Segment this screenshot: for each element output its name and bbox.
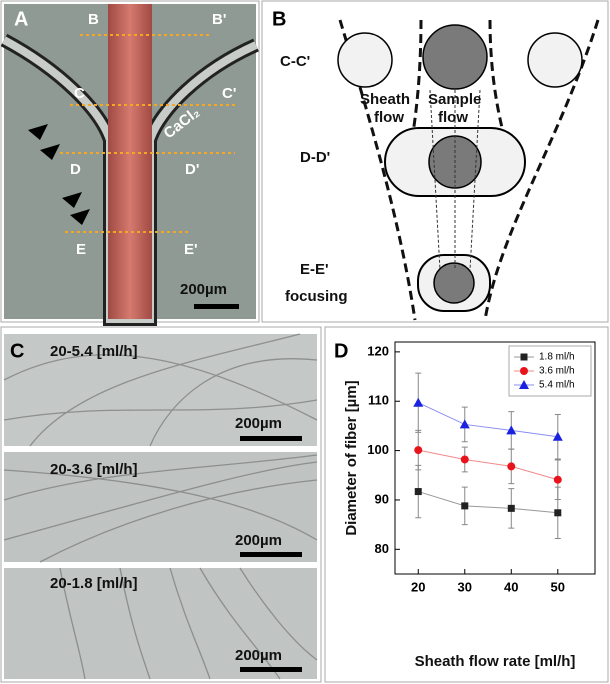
x-tick-label: 40 xyxy=(504,579,518,594)
legend-label: 3.6 ml/h xyxy=(539,366,575,377)
sheath-section xyxy=(338,33,392,87)
y-tick-label: 120 xyxy=(367,343,389,358)
scale-bar xyxy=(240,667,302,672)
image-caption: 20-3.6 [ml/h] xyxy=(50,461,138,478)
section-label: E' xyxy=(184,241,198,258)
scale-bar-label: 200µm xyxy=(235,532,282,549)
legend-marker xyxy=(520,367,528,375)
x-tick-label: 20 xyxy=(411,579,425,594)
marker xyxy=(461,502,468,509)
legend-label: 5.4 ml/h xyxy=(539,380,575,391)
y-tick-label: 80 xyxy=(375,541,389,556)
scale-bar xyxy=(240,436,302,441)
image-caption: 20-5.4 [ml/h] xyxy=(50,343,138,360)
x-axis-title: Sheath flow rate [ml/h] xyxy=(415,653,576,670)
marker xyxy=(508,505,515,512)
scale-bar xyxy=(240,552,302,557)
section-label: focusing xyxy=(285,288,348,305)
marker xyxy=(415,488,422,495)
sample-section xyxy=(423,25,487,89)
section-label: B' xyxy=(212,11,226,28)
legend-marker xyxy=(521,354,528,361)
scale-bar-label: 200µm xyxy=(180,281,227,298)
marker xyxy=(554,509,561,516)
section-label: D xyxy=(70,161,81,178)
section-label: D-D' xyxy=(300,149,330,166)
image-caption: 20-1.8 [ml/h] xyxy=(50,575,138,592)
section-label: C xyxy=(74,85,85,102)
x-tick-label: 30 xyxy=(458,579,472,594)
scale-bar xyxy=(194,304,239,309)
scale-bar-label: 200µm xyxy=(235,647,282,664)
section-label: E xyxy=(76,241,86,258)
sheath-section xyxy=(528,33,582,87)
marker xyxy=(461,455,469,463)
y-axis-title: Diameter of fiber [µm] xyxy=(343,380,360,535)
figure: A B B' C C' D D' E E' CaCl₂ 200µm B C-C'… xyxy=(0,0,610,684)
sample-section xyxy=(434,263,474,303)
flow-label: flow xyxy=(438,109,468,126)
y-tick-label: 90 xyxy=(375,491,389,506)
x-tick-label: 50 xyxy=(551,579,565,594)
marker xyxy=(507,462,515,470)
flow-label: flow xyxy=(374,109,404,126)
panel-label: C xyxy=(10,340,24,362)
panel-label: D xyxy=(334,340,348,362)
section-label: E-E' xyxy=(300,261,329,278)
marker xyxy=(414,446,422,454)
section-label: C-C' xyxy=(280,53,310,70)
sample-stream xyxy=(108,4,152,319)
section-label: D' xyxy=(185,161,199,178)
marker xyxy=(554,476,562,484)
panel-label: B xyxy=(272,8,286,30)
legend-label: 1.8 ml/h xyxy=(539,352,575,363)
flow-label: Sample xyxy=(428,91,481,108)
section-label: B xyxy=(88,11,99,28)
panel-label: A xyxy=(14,8,28,30)
section-label: C' xyxy=(222,85,236,102)
y-tick-label: 100 xyxy=(367,442,389,457)
scale-bar-label: 200µm xyxy=(235,415,282,432)
y-tick-label: 110 xyxy=(368,393,389,408)
flow-label: Sheath xyxy=(360,91,410,108)
